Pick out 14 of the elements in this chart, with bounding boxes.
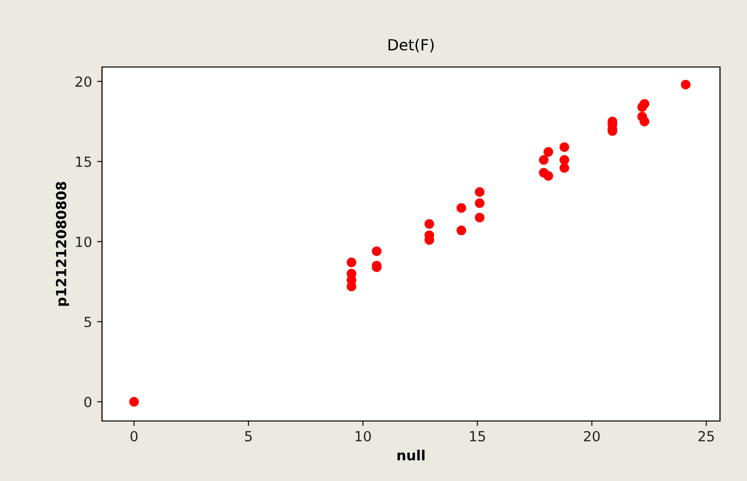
y-tick-label: 15 [76, 156, 92, 167]
x-axis-title: null [398, 450, 424, 460]
x-tick-label: 20 [584, 430, 600, 442]
y-tick-label: 0 [84, 396, 92, 408]
y-tick-label: 10 [76, 236, 92, 248]
y-tick-label: 20 [76, 76, 92, 87]
y-tick-label: 5 [84, 316, 92, 328]
x-tick-label: 25 [698, 430, 714, 442]
y-axis-title: p121212080808 [56, 182, 70, 306]
x-tick-label: 0 [130, 430, 138, 442]
chart-title: Det(F) [388, 38, 434, 52]
x-tick-label: 10 [356, 430, 371, 442]
x-tick-label: 15 [470, 431, 485, 442]
x-tick-label: 5 [245, 431, 252, 442]
